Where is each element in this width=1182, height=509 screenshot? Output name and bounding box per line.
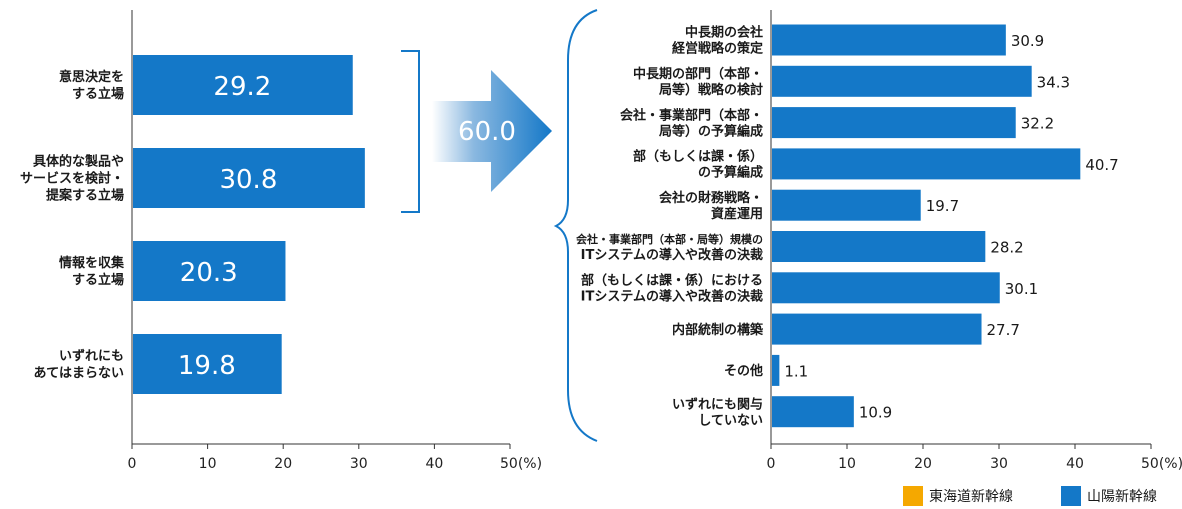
x-tick-label: 10 [838, 456, 856, 472]
x-tick-label: 40 [1066, 456, 1084, 472]
bar [772, 313, 982, 345]
value-label: 32.2 [1021, 115, 1054, 133]
summary-arrow-value: 60.0 [458, 117, 516, 147]
curly-brace [553, 9, 598, 442]
legend-item-tokaido: 東海道新幹線 [903, 485, 1013, 507]
category-label: 意思決定をする立場 [59, 69, 124, 102]
value-label: 30.8 [219, 165, 277, 195]
bar [772, 272, 1000, 304]
category-label: 部（もしくは課・係）の予算編成 [633, 149, 763, 181]
category-label: 会社・事業部門（本部・局等）の予算編成 [620, 107, 763, 139]
x-tick-label: 10 [199, 456, 217, 472]
value-label: 28.2 [990, 239, 1023, 257]
x-tick-label: 40 [425, 456, 443, 472]
legend-swatch-sanyo [1061, 486, 1081, 506]
category-label: 内部統制の構築 [672, 322, 764, 338]
x-tick-label: 50(%) [1141, 456, 1182, 472]
x-tick-label: 0 [767, 456, 776, 472]
bar [772, 189, 921, 221]
x-tick-label: 30 [990, 456, 1008, 472]
summary-arrow-shape [432, 70, 552, 192]
x-tick-label: 20 [274, 456, 292, 472]
value-label: 19.7 [926, 197, 959, 215]
value-label: 10.9 [859, 404, 892, 422]
value-label: 1.1 [784, 362, 808, 380]
category-label: 具体的な製品やサービスを検討・提案する立場 [20, 154, 124, 204]
value-label: 29.2 [213, 72, 271, 102]
category-label: 情報を収集する立場 [59, 255, 125, 288]
bar [772, 107, 1016, 139]
value-label: 30.9 [1011, 32, 1044, 50]
summary-arrow: 60.0 [432, 70, 552, 192]
bar [772, 231, 986, 262]
left-bar-chart: 0 10 20 30 40 50(%) 意思決定をする立場 29.2 具体的な製品やサービスを検… [20, 10, 542, 472]
x-tick-label: 50(%) [500, 456, 542, 472]
value-label: 34.3 [1037, 73, 1070, 91]
group-bracket [401, 50, 420, 213]
category-label: いずれにも関与していない [672, 396, 763, 428]
bar [133, 241, 286, 301]
bar [772, 396, 854, 428]
right-bar-chart: 0 10 20 30 40 50(%) 中長期の会社経営戦略の策定 30.9 中長期の部門（本部… [576, 10, 1182, 472]
x-tick-label: 0 [128, 456, 137, 472]
category-label: いずれにもあてはまらない [34, 348, 124, 381]
value-label: 30.1 [1005, 280, 1038, 298]
bar [133, 55, 353, 115]
bar [772, 24, 1006, 56]
category-label: 会社・事業部門（本部・局等）規模の ITシステムの導入や改善の決裁 [576, 232, 763, 263]
value-label: 27.7 [987, 321, 1020, 339]
bar [772, 148, 1081, 180]
legend-item-sanyo: 山陽新幹線 [1061, 485, 1157, 507]
legend-label-sanyo: 山陽新幹線 [1087, 489, 1157, 505]
bar [772, 354, 780, 386]
value-label: 40.7 [1085, 156, 1118, 174]
value-label: 19.8 [178, 351, 236, 381]
legend-swatch-tokaido [903, 486, 923, 506]
bar [772, 65, 1032, 97]
bar [133, 334, 282, 394]
category-label: 中長期の会社経営戦略の策定 [672, 25, 763, 57]
value-label: 20.3 [180, 258, 238, 288]
legend-label-tokaido: 東海道新幹線 [929, 489, 1013, 505]
x-tick-label: 30 [350, 456, 368, 472]
category-label: その他 [724, 363, 763, 379]
category-label: 部（もしくは課・係）における ITシステムの導入や改善の決裁 [581, 272, 763, 304]
category-label: 中長期の部門（本部・局等）戦略の検討 [633, 66, 763, 98]
x-tick-label: 20 [914, 456, 932, 472]
bar [133, 148, 365, 208]
category-label: 会社の財務戦略・資産運用 [659, 190, 763, 222]
